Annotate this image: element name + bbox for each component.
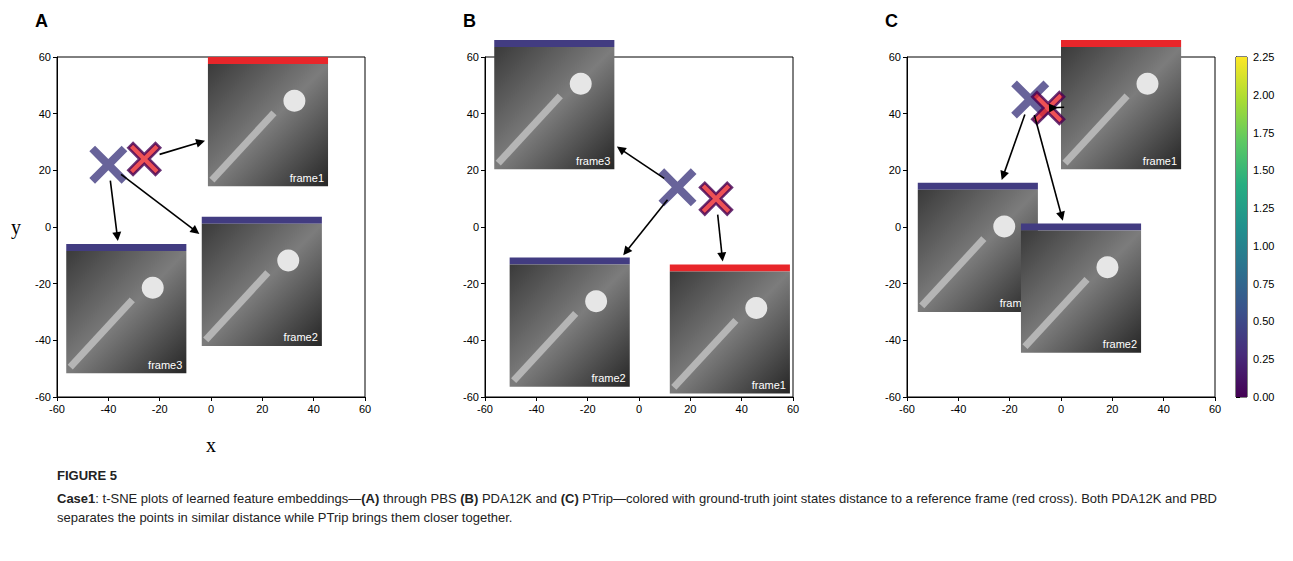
svg-text:-20: -20 — [580, 403, 596, 415]
svg-text:-60: -60 — [463, 391, 479, 403]
svg-text:0: 0 — [636, 403, 642, 415]
svg-text:60: 60 — [39, 51, 51, 63]
svg-text:frame3: frame3 — [576, 155, 610, 167]
svg-text:-40: -40 — [885, 334, 901, 346]
svg-text:frame1: frame1 — [1143, 155, 1177, 167]
svg-text:0: 0 — [1058, 403, 1064, 415]
svg-text:-40: -40 — [100, 403, 116, 415]
svg-text:-40: -40 — [35, 334, 51, 346]
svg-text:0: 0 — [208, 403, 214, 415]
svg-text:y: y — [11, 216, 21, 239]
svg-text:-40: -40 — [950, 403, 966, 415]
svg-text:x: x — [206, 434, 216, 456]
svg-text:0.50: 0.50 — [1253, 315, 1274, 327]
svg-text:60: 60 — [889, 51, 901, 63]
svg-text:-20: -20 — [152, 403, 168, 415]
svg-text:60: 60 — [359, 403, 371, 415]
svg-text:frame2: frame2 — [284, 332, 318, 344]
svg-text:frame1: frame1 — [290, 172, 324, 184]
svg-text:20: 20 — [39, 164, 51, 176]
svg-text:1.25: 1.25 — [1253, 202, 1274, 214]
svg-text:-20: -20 — [1002, 403, 1018, 415]
svg-text:-40: -40 — [463, 334, 479, 346]
svg-text:B: B — [463, 11, 476, 31]
svg-text:40: 40 — [308, 403, 320, 415]
svg-text:40: 40 — [39, 108, 51, 120]
svg-text:20: 20 — [889, 164, 901, 176]
svg-text:frame2: frame2 — [1103, 338, 1137, 350]
svg-text:0: 0 — [895, 221, 901, 233]
svg-text:2.00: 2.00 — [1253, 89, 1274, 101]
svg-text:60: 60 — [467, 51, 479, 63]
svg-text:-60: -60 — [477, 403, 493, 415]
svg-text:0.25: 0.25 — [1253, 353, 1274, 365]
svg-text:frame1: frame1 — [752, 379, 786, 391]
svg-text:40: 40 — [467, 108, 479, 120]
svg-text:2.25: 2.25 — [1253, 51, 1274, 63]
svg-text:0: 0 — [45, 221, 51, 233]
svg-text:-40: -40 — [528, 403, 544, 415]
html-text:FIGURE 5: FIGURE 5 — [57, 468, 117, 483]
svg-text:-60: -60 — [899, 403, 915, 415]
svg-text:20: 20 — [467, 164, 479, 176]
svg-text:20: 20 — [256, 403, 268, 415]
svg-text:1.50: 1.50 — [1253, 164, 1274, 176]
svg-text:-60: -60 — [35, 391, 51, 403]
svg-text:20: 20 — [684, 403, 696, 415]
svg-text:-20: -20 — [463, 278, 479, 290]
svg-text:60: 60 — [787, 403, 799, 415]
svg-text:0.75: 0.75 — [1253, 278, 1274, 290]
svg-text:frame3: frame3 — [999, 297, 1034, 310]
svg-text:0.00: 0.00 — [1253, 391, 1274, 403]
svg-text:40: 40 — [1158, 403, 1170, 415]
svg-text:20: 20 — [1106, 403, 1118, 415]
svg-text:C: C — [885, 11, 898, 31]
svg-text:-60: -60 — [885, 391, 901, 403]
svg-text:frame2: frame2 — [592, 372, 626, 384]
svg-text:-60: -60 — [49, 403, 65, 415]
svg-text:A: A — [35, 11, 48, 31]
svg-text:40: 40 — [736, 403, 748, 415]
svg-text:frame3: frame3 — [148, 359, 182, 371]
svg-text:-20: -20 — [35, 278, 51, 290]
svg-text:1.00: 1.00 — [1253, 240, 1274, 252]
svg-text:60: 60 — [1209, 403, 1221, 415]
html-text:Case1: t-SNE plots of learned: Case1: t-SNE plots of learned feature em… — [57, 491, 1217, 525]
svg-text:-20: -20 — [885, 278, 901, 290]
svg-text:40: 40 — [889, 108, 901, 120]
svg-text:0: 0 — [473, 221, 479, 233]
svg-text:1.75: 1.75 — [1253, 127, 1274, 139]
